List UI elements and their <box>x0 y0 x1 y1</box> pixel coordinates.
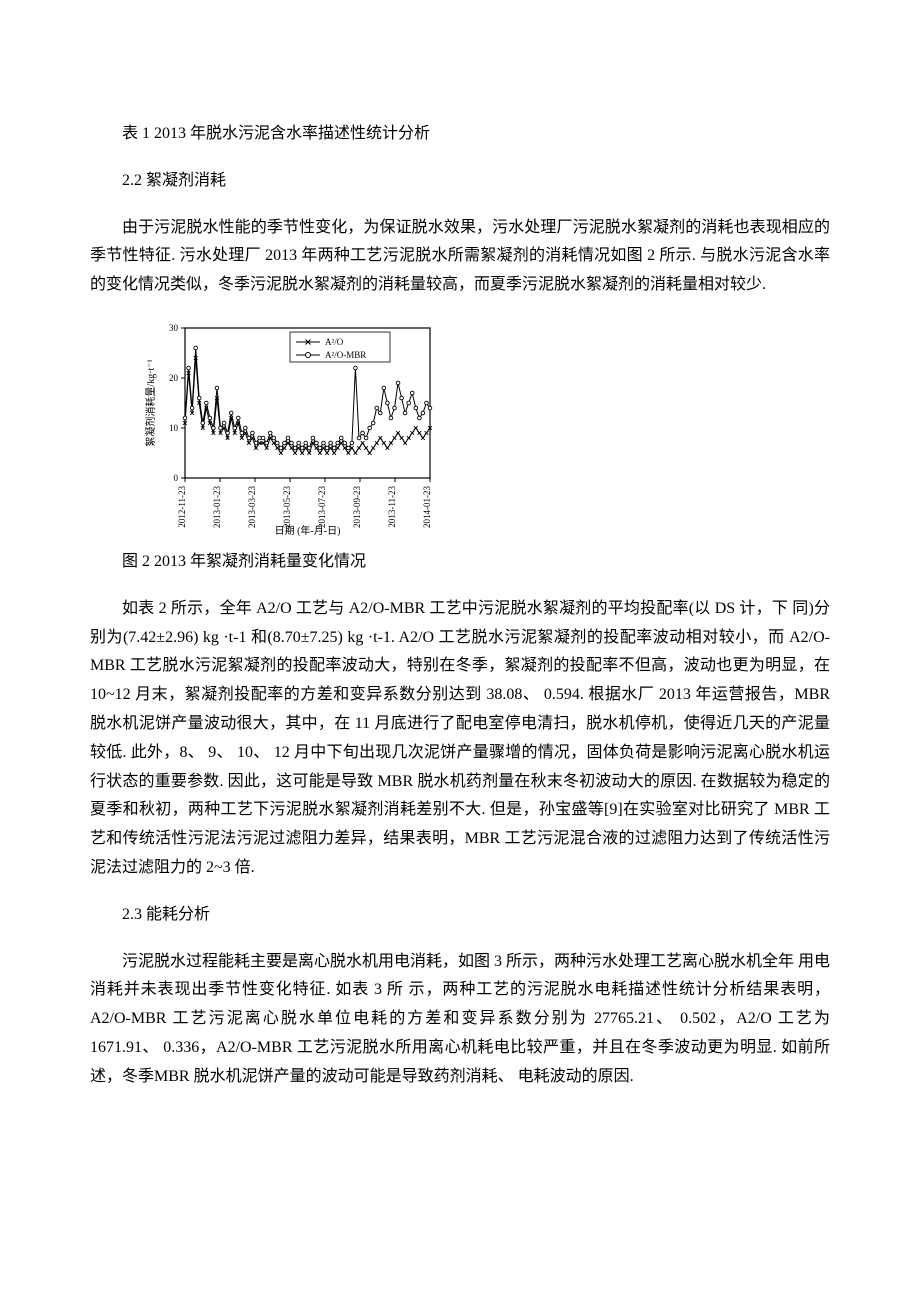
svg-text:2014-01-23: 2014-01-23 <box>422 485 432 527</box>
svg-text:A²/O: A²/O <box>325 337 344 347</box>
svg-text:10: 10 <box>169 423 179 433</box>
svg-text:2013-07-23: 2013-07-23 <box>317 485 327 527</box>
paragraph-1: 由于污泥脱水性能的季节性变化，为保证脱水效果，污水处理厂污泥脱水絮凝剂的消耗也表… <box>90 214 830 300</box>
svg-text:30: 30 <box>169 323 179 333</box>
svg-text:0: 0 <box>174 473 179 483</box>
svg-text:絮凝剂消耗量/kg·t⁻¹: 絮凝剂消耗量/kg·t⁻¹ <box>144 359 157 446</box>
paragraph-3: 污泥脱水过程能耗主要是离心脱水机用电消耗，如图 3 所示，两种污水处理工艺离心脱… <box>90 948 830 1092</box>
paragraph-2: 如表 2 所示，全年 A2/O 工艺与 A2/O-MBR 工艺中污泥脱水絮凝剂的… <box>90 595 830 883</box>
svg-text:日期 (年-月-日): 日期 (年-月-日) <box>275 524 341 537</box>
figure-2-chart: 0 10 20 30 絮凝剂消耗量/kg·t⁻¹ 2012-11-23 2013-01-23… <box>140 318 830 538</box>
svg-text:2012-11-23: 2012-11-23 <box>177 485 187 527</box>
svg-text:2013-11-23: 2013-11-23 <box>387 485 397 527</box>
svg-text:2013-09-23: 2013-09-23 <box>352 485 362 527</box>
svg-text:A²/O-MBR: A²/O-MBR <box>325 350 366 360</box>
table1-caption: 表 1 2013 年脱水污泥含水率描述性统计分析 <box>90 120 830 149</box>
flocculant-consumption-chart: 0 10 20 30 絮凝剂消耗量/kg·t⁻¹ 2012-11-23 2013-01-23… <box>140 318 440 538</box>
svg-text:20: 20 <box>169 373 179 383</box>
figure-2-caption: 图 2 2013 年絮凝剂消耗量变化情况 <box>90 548 830 577</box>
section-22-heading: 2.2 絮凝剂消耗 <box>90 167 830 196</box>
svg-text:2013-03-23: 2013-03-23 <box>247 485 257 527</box>
svg-text:2013-01-23: 2013-01-23 <box>212 485 222 527</box>
section-23-heading: 2.3 能耗分析 <box>90 901 830 930</box>
svg-text:2013-05-23: 2013-05-23 <box>282 485 292 527</box>
